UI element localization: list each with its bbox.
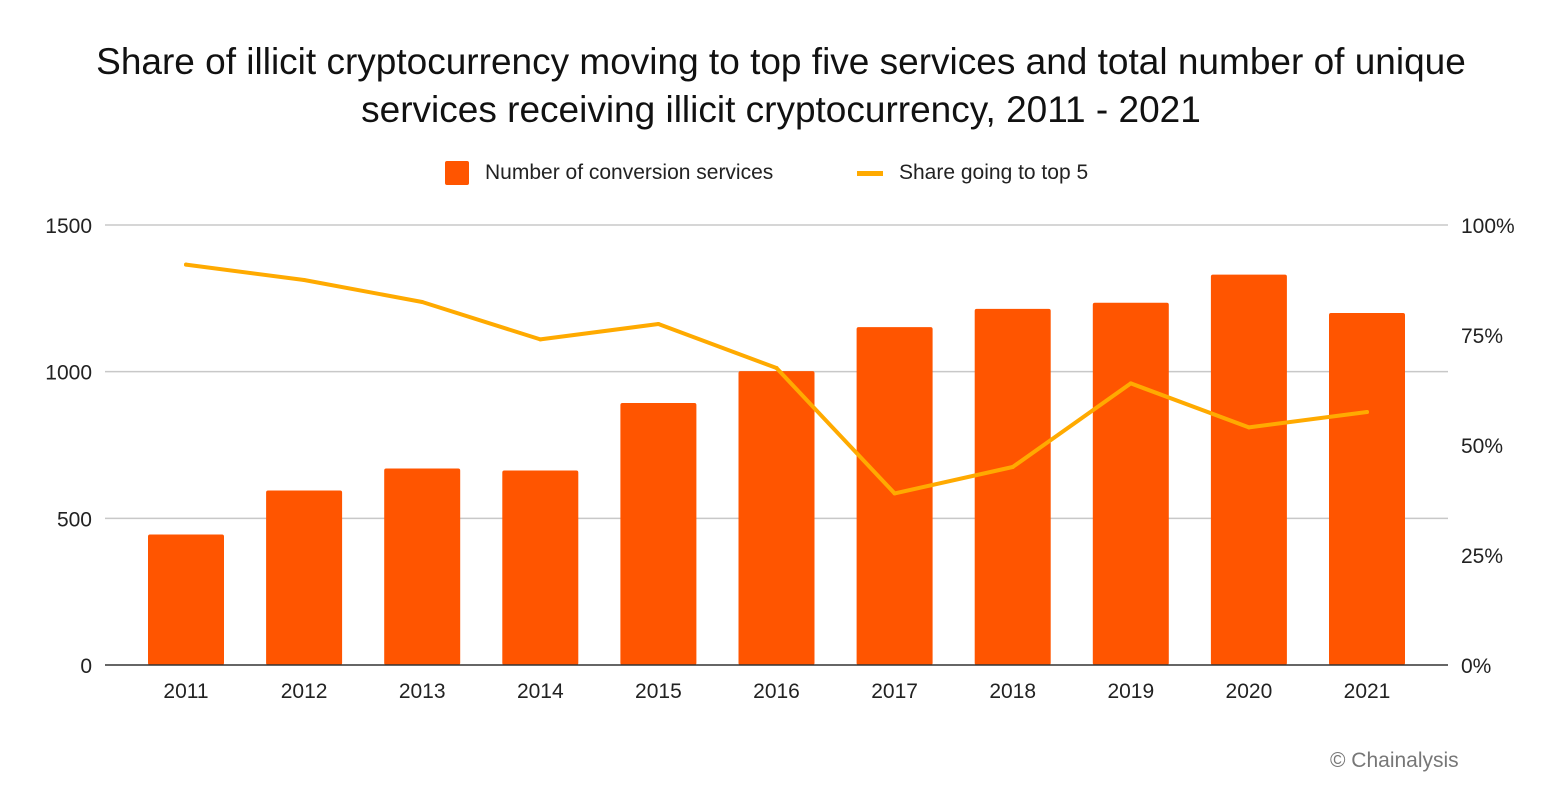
bar <box>1329 313 1405 665</box>
y-left-tick-label: 1500 <box>45 215 92 238</box>
legend-swatch-line <box>857 170 883 176</box>
chart-legend: Number of conversion services Share goin… <box>0 158 1562 188</box>
chart-title-line-2: services receiving illicit cryptocurrenc… <box>361 89 1201 130</box>
line-point <box>656 322 661 326</box>
chart-title: Share of illicit cryptocurrency moving t… <box>0 38 1562 134</box>
bar <box>1210 274 1287 665</box>
x-tick-label: 2019 <box>1107 680 1154 703</box>
y-left-tick-label: 1000 <box>45 362 92 385</box>
bar <box>620 403 697 665</box>
legend-item-bars: Number of conversion services <box>445 158 773 188</box>
y-left-tick-label: 500 <box>57 508 92 531</box>
bar <box>502 470 579 665</box>
legend-item-line: Share going to top 5 <box>857 158 1088 188</box>
x-tick-label: 2012 <box>281 680 328 703</box>
x-tick-label: 2018 <box>989 680 1036 703</box>
line-point <box>538 337 543 342</box>
x-tick-label: 2015 <box>635 680 682 703</box>
bar <box>266 490 343 665</box>
bar <box>738 371 815 665</box>
x-tick-label: 2011 <box>163 680 208 703</box>
y-right-tick-label: 100% <box>1461 215 1515 238</box>
bar <box>384 468 461 665</box>
credit-text: © Chainalysis <box>1330 749 1459 772</box>
line-point <box>1010 465 1015 469</box>
line-point <box>420 300 425 304</box>
y-right-tick-label: 50% <box>1461 435 1503 458</box>
y-right-tick-label: 75% <box>1461 325 1503 348</box>
y-right-tick-label: 25% <box>1461 545 1503 568</box>
line-point <box>1128 381 1133 386</box>
line-point <box>774 366 779 370</box>
legend-swatch-bar <box>445 161 469 185</box>
line-point <box>302 278 307 282</box>
legend-label-bars: Number of conversion services <box>485 161 774 184</box>
y-right-tick-label: 0% <box>1461 655 1491 678</box>
chart-title-line-1: Share of illicit cryptocurrency moving t… <box>96 41 1466 82</box>
legend-label-line: Share going to top 5 <box>899 161 1089 184</box>
x-tick-label: 2017 <box>871 680 918 703</box>
line-point <box>1365 410 1369 414</box>
bar <box>1092 302 1169 665</box>
x-tick-label: 2020 <box>1226 680 1273 703</box>
line-point <box>892 491 897 496</box>
x-tick-label: 2013 <box>399 680 446 703</box>
line-point <box>184 262 188 267</box>
bar <box>974 308 1051 665</box>
y-left-tick-label: 0 <box>80 655 92 678</box>
x-tick-label: 2021 <box>1344 680 1391 703</box>
x-tick-label: 2014 <box>517 680 564 703</box>
bar <box>856 327 933 665</box>
line-point <box>1246 425 1251 430</box>
bar <box>148 534 224 665</box>
x-tick-label: 2016 <box>753 680 800 703</box>
